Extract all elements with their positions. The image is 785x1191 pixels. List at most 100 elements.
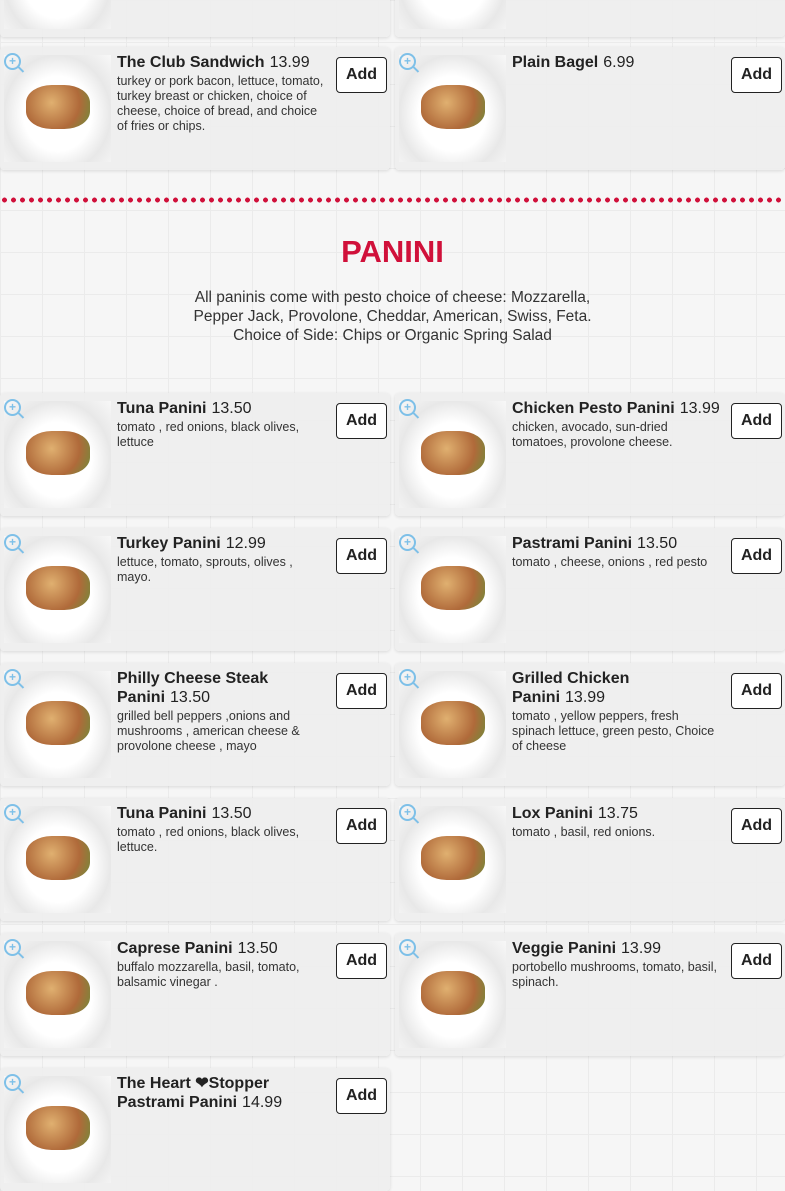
zoom-icon[interactable]: + (4, 399, 21, 416)
add-button[interactable]: Add (336, 1078, 387, 1114)
item-name: Plain Bagel (512, 54, 599, 71)
food-image[interactable] (4, 941, 111, 1048)
item-text: Plain Bagel 6.99 (512, 53, 722, 74)
item-name: Turkey Panini (117, 535, 221, 552)
item-title: Lox Panini 13.75 (512, 804, 722, 823)
item-title: The Club Sandwich 13.99 (117, 53, 327, 72)
item-title: Veggie Panini 13.99 (512, 939, 722, 958)
food-photo (26, 566, 90, 610)
food-photo (421, 566, 485, 610)
menu-item-card-partial (0, 0, 390, 37)
item-price: 13.99 (621, 940, 662, 957)
add-button[interactable]: Add (336, 57, 387, 93)
item-text: Lox Panini 13.75 tomato , basil, red onio… (512, 804, 722, 840)
zoom-icon[interactable]: + (4, 939, 21, 956)
item-name: Lox Panini (512, 805, 593, 822)
item-description: tomato , basil, red onions. (512, 825, 656, 839)
item-description: turkey or pork bacon, lettuce, tomato, t… (117, 74, 324, 133)
zoom-icon[interactable]: + (4, 669, 21, 686)
add-button[interactable]: Add (336, 673, 387, 709)
food-photo (421, 971, 485, 1015)
zoom-icon[interactable]: + (399, 53, 416, 70)
item-text: Tuna Panini 13.50 tomato , red onions, bl… (117, 399, 327, 450)
zoom-icon[interactable]: + (399, 399, 416, 416)
food-image[interactable] (399, 536, 506, 643)
food-photo (26, 836, 90, 880)
menu-item-card: + Tuna Panini 13.50 tomato , red onions, … (0, 393, 390, 516)
food-image[interactable] (399, 941, 506, 1048)
item-price: 12.99 (225, 535, 266, 552)
food-image[interactable] (4, 0, 111, 29)
item-description: tomato , red onions, black olives, lettu… (117, 420, 300, 449)
food-image[interactable] (4, 401, 111, 508)
menu-item-card: + Chicken Pesto Panini 13.99 chicken, avo… (395, 393, 785, 516)
item-title: The Heart ❤Stopper Pastrami Panini 14.99 (117, 1074, 327, 1112)
section-title: PANINI (341, 234, 444, 269)
menu-item-card-partial (395, 0, 785, 37)
food-image[interactable] (4, 806, 111, 913)
item-description: lettuce, tomato, sprouts, olives , mayo. (117, 555, 293, 584)
item-text: Tuna Panini 13.50 tomato , red onions, bl… (117, 804, 327, 855)
zoom-icon[interactable]: + (4, 1074, 21, 1091)
add-button[interactable]: Add (731, 403, 782, 439)
food-photo (26, 1106, 90, 1150)
zoom-icon[interactable]: + (4, 534, 21, 551)
item-text: Turkey Panini 12.99 lettuce, tomato, spro… (117, 534, 327, 585)
zoom-icon[interactable]: + (399, 804, 416, 821)
menu-item-card: + Tuna Panini 13.50 tomato , red onions, … (0, 798, 390, 921)
food-image[interactable] (4, 55, 111, 162)
add-button[interactable]: Add (336, 943, 387, 979)
food-image[interactable] (399, 671, 506, 778)
add-button[interactable]: Add (336, 403, 387, 439)
item-title: Tuna Panini 13.50 (117, 804, 327, 823)
zoom-icon[interactable]: + (4, 804, 21, 821)
add-button[interactable]: Add (731, 57, 782, 93)
add-button[interactable]: Add (731, 943, 782, 979)
menu-item-card: + The Heart ❤Stopper Pastrami Panini 14.9… (0, 1068, 390, 1191)
add-button[interactable]: Add (731, 538, 782, 574)
zoom-icon[interactable]: + (399, 534, 416, 551)
zoom-icon[interactable]: + (4, 53, 21, 70)
item-name: Pastrami Panini (512, 535, 633, 552)
food-photo (421, 85, 485, 129)
item-price: 13.99 (269, 54, 310, 71)
menu-item-card: + Plain Bagel 6.99 Add (395, 47, 785, 170)
food-image[interactable] (4, 536, 111, 643)
food-image[interactable] (4, 671, 111, 778)
zoom-icon[interactable]: + (399, 939, 416, 956)
food-image[interactable] (399, 806, 506, 913)
food-photo (421, 431, 485, 475)
item-text: Chicken Pesto Panini 13.99 chicken, avoca… (512, 399, 722, 450)
item-text: The Heart ❤Stopper Pastrami Panini 14.99 (117, 1074, 327, 1114)
item-price: 13.99 (565, 689, 606, 706)
add-button[interactable]: Add (731, 808, 782, 844)
menu-item-card: + Pastrami Panini 13.50 tomato , cheese, … (395, 528, 785, 651)
item-text: Veggie Panini 13.99 portobello mushrooms,… (512, 939, 722, 990)
item-price: 13.50 (211, 400, 252, 417)
food-image[interactable] (399, 55, 506, 162)
menu-item-card: + Philly Cheese Steak Panini 13.50 grille… (0, 663, 390, 786)
item-title: Tuna Panini 13.50 (117, 399, 327, 418)
item-name: Caprese Panini (117, 940, 233, 957)
add-button[interactable]: Add (336, 538, 387, 574)
food-photo (26, 971, 90, 1015)
item-price: 13.99 (679, 400, 720, 417)
food-image[interactable] (4, 1076, 111, 1183)
item-name: Grilled Chicken Panini (512, 670, 630, 706)
item-description: tomato , cheese, onions , red pesto (512, 555, 708, 569)
food-photo (26, 431, 90, 475)
food-image[interactable] (399, 401, 506, 508)
item-name: Chicken Pesto Panini (512, 400, 675, 417)
add-button[interactable]: Add (336, 808, 387, 844)
item-name: The Heart ❤Stopper Pastrami Panini (117, 1075, 270, 1111)
item-text: The Club Sandwich 13.99 turkey or pork ba… (117, 53, 327, 134)
menu-item-card: + Caprese Panini 13.50 buffalo mozzarella… (0, 933, 390, 1056)
item-price: 13.50 (170, 689, 211, 706)
section-divider (0, 197, 785, 203)
item-title: Caprese Panini 13.50 (117, 939, 327, 958)
food-image[interactable] (399, 0, 506, 29)
zoom-icon[interactable]: + (399, 669, 416, 686)
item-description: chicken, avocado, sun-dried tomatoes, pr… (512, 420, 673, 449)
add-button[interactable]: Add (731, 673, 782, 709)
menu-item-card: + The Club Sandwich 13.99 turkey or pork … (0, 47, 390, 170)
